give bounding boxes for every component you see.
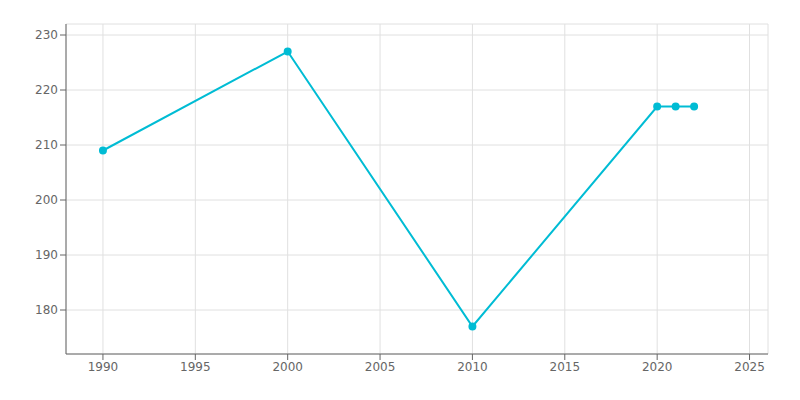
svg-text:1995: 1995	[180, 360, 211, 374]
svg-text:200: 200	[35, 193, 58, 207]
svg-text:230: 230	[35, 28, 58, 42]
svg-text:180: 180	[35, 303, 58, 317]
svg-text:2025: 2025	[734, 360, 765, 374]
svg-text:2005: 2005	[365, 360, 396, 374]
svg-text:2010: 2010	[457, 360, 488, 374]
svg-text:190: 190	[35, 248, 58, 262]
svg-text:2015: 2015	[550, 360, 581, 374]
svg-text:1990: 1990	[88, 360, 119, 374]
svg-text:220: 220	[35, 83, 58, 97]
svg-text:210: 210	[35, 138, 58, 152]
svg-text:2020: 2020	[642, 360, 673, 374]
svg-text:2000: 2000	[272, 360, 303, 374]
